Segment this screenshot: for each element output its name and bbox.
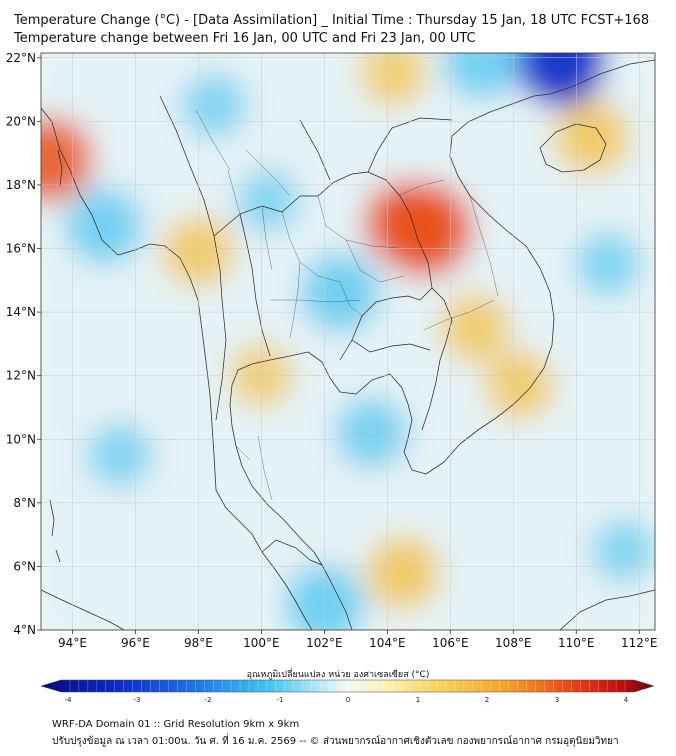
anomaly-warm-7	[365, 535, 441, 611]
lat-label: 12°N	[6, 369, 36, 383]
lon-label: 96°E	[121, 636, 150, 650]
graticule	[41, 53, 655, 630]
colorbar-tick-label: 0	[346, 696, 350, 704]
lat-label: 14°N	[6, 305, 36, 319]
footer-model-info: WRF-DA Domain 01 :: Grid Resolution 9km …	[52, 719, 300, 730]
lat-label: 20°N	[6, 114, 36, 128]
lon-label: 104°E	[369, 636, 406, 650]
lon-label: 102°E	[306, 636, 343, 650]
colorbar-tick-label: -2	[205, 696, 212, 704]
anomaly-cold-10	[514, 53, 607, 107]
lat-label: 10°N	[6, 432, 36, 446]
anomaly-cold-14	[335, 396, 409, 470]
longitude-labels: 94°E 96°E 98°E 100°E 102°E 104°E 106°E 108°E 110…	[58, 636, 657, 650]
colorbar-tick-label: 1	[416, 696, 420, 704]
map-subtitle: Temperature change between Fri 16 Jan, 0…	[14, 31, 476, 46]
plot-frame	[40, 52, 656, 631]
colorbar-segments	[69, 680, 626, 692]
lon-label: 100°E	[243, 636, 280, 650]
anomaly-cold-11	[443, 53, 521, 100]
colorbar-tick-label: -4	[65, 696, 73, 704]
lat-label: 4°N	[13, 623, 36, 637]
lon-label: 108°E	[495, 636, 532, 650]
lon-label: 112°E	[621, 636, 658, 650]
anomaly-warm-5	[440, 292, 511, 363]
anomaly-cold-12	[65, 187, 143, 266]
lat-label: 6°N	[13, 559, 36, 573]
temperature-field	[41, 53, 655, 630]
colorbar-title: อุณหภูมิเปลี่ยนแปลง หน่วย องศาเซลเซียส (…	[246, 670, 430, 680]
country-borders	[159, 95, 453, 566]
lon-label: 110°E	[558, 636, 595, 650]
anomaly-warm-4	[554, 99, 630, 175]
map-title: Temperature Change (°C) - [Data Assimila…	[14, 13, 650, 28]
colorbar: -4 -3 -2 -1 0 1 2 3 4	[40, 679, 655, 704]
field-base	[41, 53, 655, 630]
axis-ticks	[37, 57, 640, 634]
anomaly-cold-13	[300, 253, 381, 334]
lat-label: 16°N	[6, 242, 36, 256]
anomaly-cold-20	[236, 169, 300, 233]
colorbar-tick-label: -1	[277, 696, 284, 704]
anomaly-warm-9	[359, 53, 428, 108]
colorbar-tick-label: 4	[624, 696, 629, 704]
colorbar-tick-label: 3	[555, 696, 559, 704]
footer-credit: ปรับปรุงข้อมูล ณ เวลา 01:00น. วัน ศ. ที่…	[52, 736, 619, 747]
lat-label: 22°N	[6, 51, 36, 65]
anomaly-warm-1	[363, 180, 450, 266]
colorbar-tick-label: -3	[134, 696, 141, 704]
lat-label: 8°N	[13, 496, 36, 510]
lon-label: 94°E	[58, 636, 87, 650]
anomaly-cold-17	[574, 231, 641, 298]
anomaly-cold-16	[86, 422, 153, 488]
lon-label: 98°E	[184, 636, 213, 650]
province-borders	[195, 109, 499, 501]
anomaly-warm-2	[41, 116, 94, 203]
colorbar-tick-label: 2	[485, 696, 489, 704]
latitude-labels: 22°N 20°N 18°N 16°N 14°N 12°N 10°N 8°N 6°N 4°N	[6, 51, 36, 637]
colorbar-ticks: -4 -3 -2 -1 0 1 2 3 4	[65, 696, 629, 704]
anomaly-warm-6	[484, 350, 555, 421]
lon-label: 106°E	[432, 636, 469, 650]
lat-label: 18°N	[6, 178, 36, 192]
anomaly-cold-18	[591, 518, 655, 583]
anomaly-cold-19	[181, 72, 247, 139]
